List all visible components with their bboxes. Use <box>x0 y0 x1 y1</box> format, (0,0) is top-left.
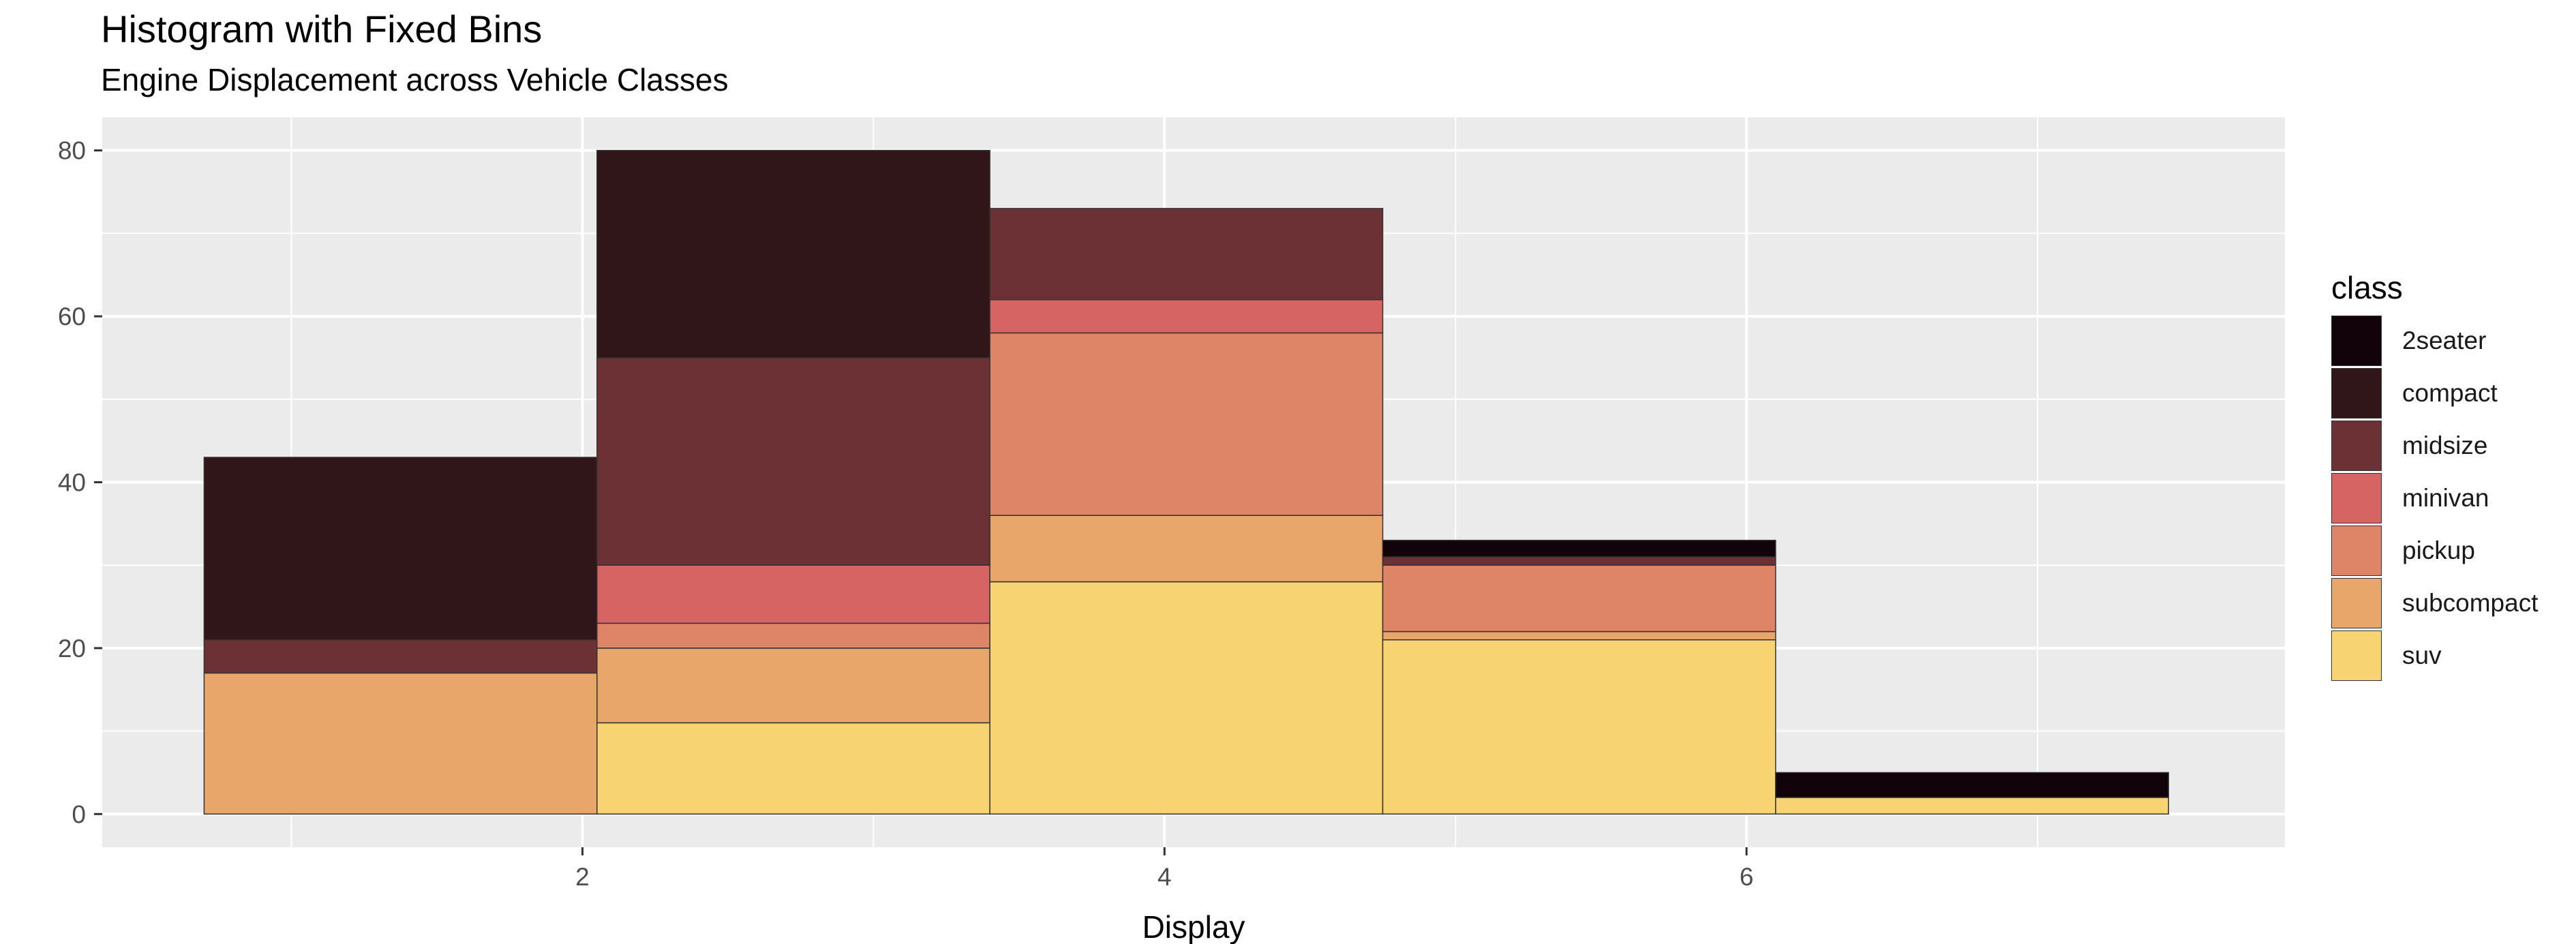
legend-key-pickup <box>2331 525 2382 576</box>
legend-label: midsize <box>2402 431 2488 459</box>
legend-label: subcompact <box>2402 588 2539 617</box>
legend-label: 2seater <box>2402 326 2487 354</box>
x-tick-label: 6 <box>1740 863 1754 891</box>
bar-segment-compact <box>596 149 990 359</box>
legend-label: minivan <box>2402 483 2489 512</box>
bar-segment-2seater <box>1382 539 1776 558</box>
x-axis: 2 4 6 <box>575 847 1753 891</box>
bar-segment-midsize <box>596 357 990 566</box>
bar-segment-pickup <box>596 622 990 649</box>
legend-key-minivan <box>2331 472 2382 523</box>
bar-segment-minivan <box>596 564 990 624</box>
bar-segment-midsize <box>989 208 1384 301</box>
legend-items: 2seater compact midsize minivan pickup subcom… <box>2331 314 2539 682</box>
legend-key-subcompact <box>2331 577 2382 628</box>
legend-item-compact: compact <box>2331 367 2539 419</box>
bar-segment-minivan <box>989 299 1384 334</box>
legend-key-2seater <box>2331 315 2382 366</box>
x-tick-label: 4 <box>1157 863 1172 891</box>
legend-item-pickup: pickup <box>2331 524 2539 577</box>
legend-item-suv: suv <box>2331 629 2539 682</box>
chart-subtitle: Engine Displacement across Vehicle Class… <box>101 62 729 97</box>
legend-label: compact <box>2402 378 2498 407</box>
y-axis: 0 20 40 60 80 <box>58 137 102 828</box>
bar-segment-subcompact <box>203 672 598 815</box>
bars <box>203 149 2169 815</box>
legend-label: pickup <box>2402 536 2475 564</box>
bar-segment-suv <box>596 722 990 815</box>
bar-segment-suv <box>989 581 1384 815</box>
y-tick-label: 0 <box>72 800 86 828</box>
legend-key-compact <box>2331 367 2382 418</box>
bar-segment-suv <box>1775 797 2169 815</box>
bar-segment-pickup <box>989 332 1384 516</box>
legend: class 2seater compact midsize minivan pickup… <box>2331 269 2539 682</box>
legend-item-subcompact: subcompact <box>2331 577 2539 629</box>
y-tick-label: 40 <box>58 469 86 497</box>
legend-key-midsize <box>2331 420 2382 471</box>
y-tick-label: 80 <box>58 137 86 165</box>
legend-label: suv <box>2402 641 2442 669</box>
y-tick-label: 60 <box>58 303 86 331</box>
legend-item-2seater: 2seater <box>2331 314 2539 367</box>
x-tick-label: 2 <box>575 863 590 891</box>
bar-segment-suv <box>1382 639 1776 815</box>
legend-key-suv <box>2331 630 2382 681</box>
bar-segment-subcompact <box>1382 630 1776 641</box>
legend-title: class <box>2331 270 2403 305</box>
bar-segment-2seater <box>1775 772 2169 798</box>
bar-segment-subcompact <box>596 648 990 724</box>
chart-title: Histogram with Fixed Bins <box>101 7 543 50</box>
legend-item-midsize: midsize <box>2331 419 2539 472</box>
y-tick-label: 20 <box>58 635 86 663</box>
legend-item-minivan: minivan <box>2331 472 2539 524</box>
bar-segment-midsize <box>1382 556 1776 566</box>
bar-segment-midsize <box>203 639 598 674</box>
x-axis-title: Display <box>1142 909 1245 944</box>
bar-segment-subcompact <box>989 515 1384 583</box>
bar-segment-pickup <box>1382 564 1776 633</box>
bar-segment-compact <box>203 457 598 641</box>
